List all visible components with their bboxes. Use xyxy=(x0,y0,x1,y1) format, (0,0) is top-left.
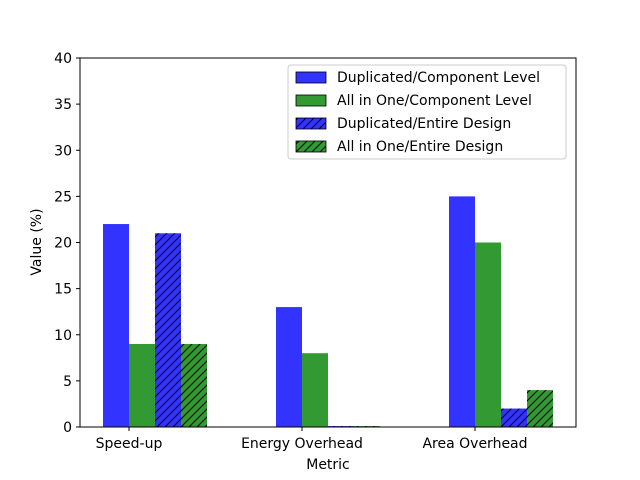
y-tick-label: 0 xyxy=(63,420,72,436)
y-tick-label: 40 xyxy=(54,51,72,67)
legend-label-4: All in One/Entire Design xyxy=(337,139,503,155)
legend-label-1: Duplicated/Component Level xyxy=(337,70,540,86)
legend-swatch-hatch-3 xyxy=(296,118,326,129)
bar-1-3 xyxy=(449,196,475,427)
legend-label-2: All in One/Component Level xyxy=(337,93,532,109)
legend-box xyxy=(287,64,567,160)
bar-hatch-3-3 xyxy=(501,408,527,427)
bar-hatch-4-1 xyxy=(181,343,207,427)
x-axis-label: Metric xyxy=(306,457,350,473)
y-tick-label: 30 xyxy=(54,143,72,159)
y-axis-label: Value (%) xyxy=(29,208,45,275)
axes: 0 5 10 15 20 25 30 35 40 Speed-up Energy Overhead A… xyxy=(54,51,577,452)
legend-label-3: Duplicated/Entire Design xyxy=(337,116,511,132)
y-tick-label: 35 xyxy=(54,97,72,113)
legend: Duplicated/Component Level All in One/Com… xyxy=(287,64,567,160)
y-tick-label: 25 xyxy=(54,189,72,205)
bars xyxy=(103,196,553,427)
bar-2-3 xyxy=(475,242,501,427)
legend-swatch-2 xyxy=(295,94,327,107)
legend-swatch-1 xyxy=(295,71,327,84)
bar-hatch-3-1 xyxy=(155,233,181,427)
bar-1-2 xyxy=(276,307,302,427)
bar-2-1 xyxy=(129,343,155,427)
bar-2-2 xyxy=(302,353,328,427)
bar-1-1 xyxy=(103,224,129,427)
bar-hatch-4-3 xyxy=(527,390,553,427)
x-tick-label: Energy Overhead xyxy=(241,436,363,452)
y-tick-label: 20 xyxy=(54,236,72,252)
y-tick-label: 5 xyxy=(63,374,72,390)
y-tick-label: 10 xyxy=(54,328,72,344)
x-tick-label: Area Overhead xyxy=(422,436,527,452)
legend-swatch-hatch-4 xyxy=(296,141,326,152)
x-tick-label: Speed-up xyxy=(96,436,163,452)
y-tick-label: 15 xyxy=(54,282,72,298)
